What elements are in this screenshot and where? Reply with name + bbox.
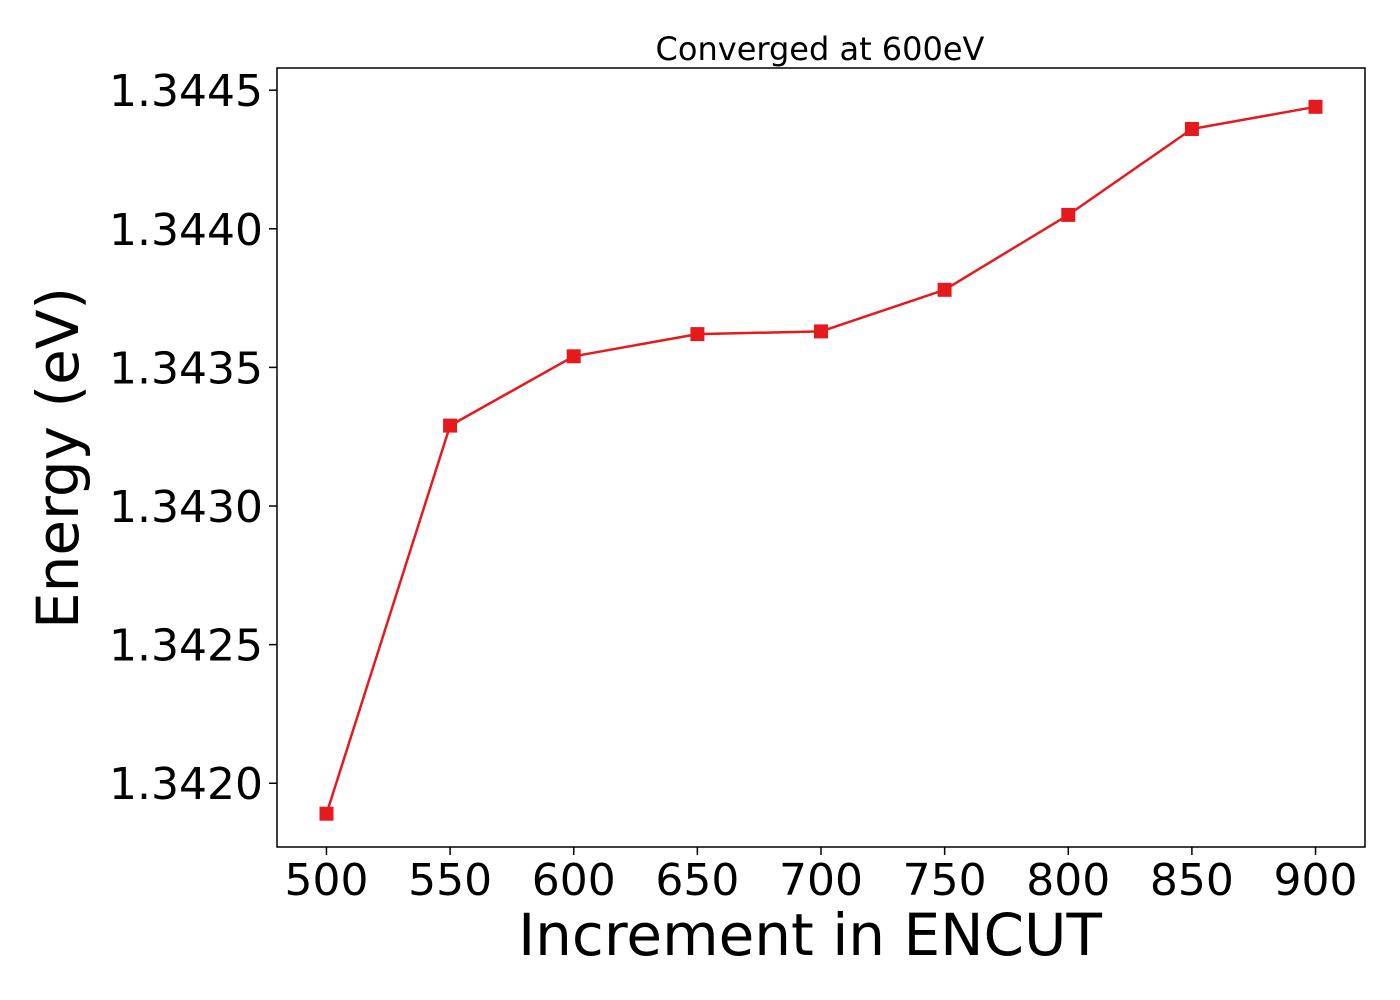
x-tick-label: 700 [779,855,863,906]
data-point-marker [319,806,334,821]
y-tick-label: 1.3435 [109,343,263,394]
data-point-marker [814,324,828,339]
data-point-marker [566,349,581,364]
data-point-marker [937,282,952,297]
y-axis-title: Energy (eV) [24,287,92,629]
series-layer [319,99,1323,821]
x-axis-title: Increment in ENCUT [518,901,1102,969]
x-tick-label: 800 [1026,855,1110,906]
series-line [325,105,1316,815]
x-tick-label: 500 [284,855,368,906]
y-tick-label: 1.3440 [109,205,263,256]
x-tick-label: 550 [408,855,492,906]
data-point-marker [443,418,458,433]
data-point-marker [1308,99,1323,114]
y-axis-ticks: 1.3420 1.3425 1.3430 1.3435 1.3440 1.3445 [109,66,277,810]
x-tick-label: 750 [903,855,987,906]
x-axis-ticks: 500 550 600 650 700 750 800 850 900 [284,847,1358,906]
y-tick-label: 1.3430 [109,482,263,533]
x-tick-label: 850 [1150,855,1234,906]
x-tick-label: 900 [1274,855,1358,906]
y-tick-label: 1.3425 [109,621,263,672]
x-tick-label: 650 [655,855,739,906]
data-point-marker [1184,122,1199,136]
x-tick-label: 600 [532,855,616,906]
chart-title: Converged at 600eV [656,30,985,68]
y-tick-label: 1.3420 [109,759,263,810]
data-point-marker [690,327,705,342]
data-point-marker [1061,207,1076,222]
y-tick-label: 1.3445 [109,66,263,117]
